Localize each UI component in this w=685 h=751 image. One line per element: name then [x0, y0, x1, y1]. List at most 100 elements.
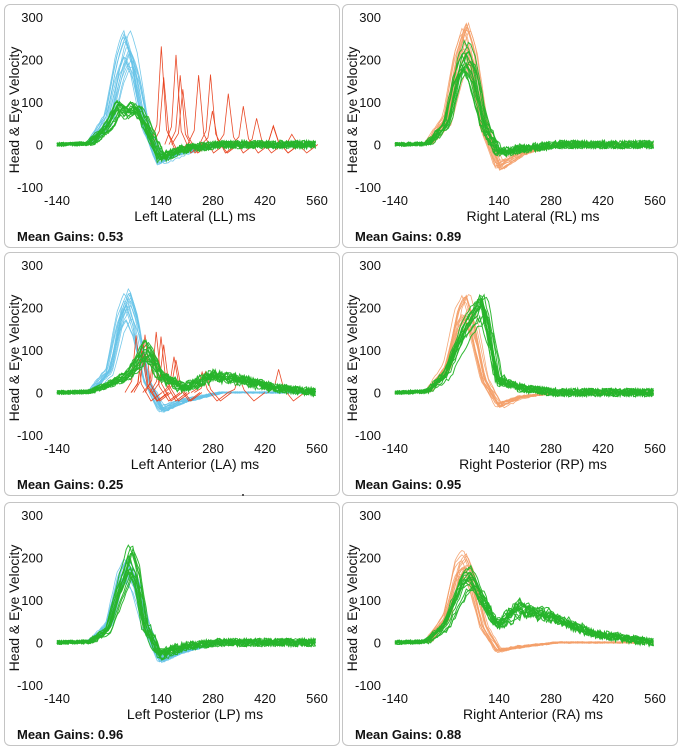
panel-rp: 300 200 100 0 -100 -140 140 280 420 560 Head & Eye… — [342, 252, 678, 496]
y-tick-label: 300 — [359, 258, 381, 273]
series-eye — [394, 293, 654, 399]
trace-eye — [394, 574, 654, 648]
y-tick-label: 300 — [21, 508, 43, 523]
y-tick-label: 300 — [359, 508, 381, 523]
x-tick-label: 140 — [488, 193, 510, 208]
panel-rl: 300 200 100 0 -100 -140 140 280 420 560 Head & Eye… — [342, 4, 678, 248]
series-head — [56, 287, 316, 413]
x-tick-label: 280 — [540, 441, 562, 456]
x-tick-label: 420 — [592, 193, 614, 208]
y-tick-label: 200 — [21, 551, 43, 566]
x-tick-label: 420 — [592, 441, 614, 456]
series-eye — [394, 39, 654, 158]
series-eye — [56, 99, 316, 164]
y-axis-label: Head & Eye Velocity — [6, 295, 22, 422]
trace-eye — [56, 100, 316, 162]
y-tick-label: 0 — [374, 386, 381, 401]
y-tick-label: 200 — [21, 301, 43, 316]
trace-head — [56, 307, 316, 410]
trace-covert-saccades — [162, 356, 201, 402]
trace-covert-saccades — [187, 75, 225, 154]
panel-lp: 300 200 100 0 -100 -140 140 280 420 560 Head & Eye… — [4, 502, 340, 746]
x-tick-label: 140 — [150, 441, 172, 456]
panel-ll: 300 200 100 0 -100 -140 140 280 420 560 Head & Eye… — [4, 4, 340, 248]
x-axis-label: Left Anterior (LA) ms — [131, 456, 259, 472]
x-tick-label: 560 — [644, 193, 666, 208]
trace-covert-saccades — [261, 124, 300, 154]
x-tick-label: 420 — [254, 441, 276, 456]
x-tick-label: 280 — [202, 441, 224, 456]
y-axis-label: Head & Eye Velocity — [6, 545, 22, 672]
x-axis-label: Left Lateral (LL) ms — [134, 208, 255, 224]
y-tick-label: 200 — [359, 53, 381, 68]
series-covert-saccades — [149, 46, 319, 154]
x-tick-label: 280 — [202, 193, 224, 208]
y-tick-label: -100 — [17, 428, 43, 443]
y-tick-label: 300 — [359, 10, 381, 25]
x-tick-label: 560 — [644, 691, 666, 706]
trace-covert-saccades — [149, 336, 188, 402]
y-tick-label: -100 — [17, 180, 43, 195]
trace-head — [56, 318, 316, 408]
trace-eye — [394, 566, 654, 645]
x-tick-label: 140 — [488, 691, 510, 706]
series-eye — [56, 544, 316, 661]
x-tick-label: 280 — [540, 691, 562, 706]
x-tick-label: 560 — [644, 441, 666, 456]
x-tick-label: 140 — [150, 691, 172, 706]
trace-covert-saccades — [216, 93, 255, 154]
chart-la: 300 200 100 0 -100-140 140 280 420 560 Head & Eye… — [6, 258, 328, 472]
trace-covert-saccades — [231, 106, 270, 154]
mean-gain-rl: Mean Gains: 0.89 — [355, 229, 462, 244]
series-eye — [56, 339, 316, 398]
y-tick-label: 0 — [374, 636, 381, 651]
x-axis-label: Right Lateral (RL) ms — [466, 208, 599, 224]
y-tick-label: 200 — [359, 551, 381, 566]
y-tick-label: 100 — [359, 343, 381, 358]
y-tick-label: -100 — [355, 180, 381, 195]
y-tick-label: 100 — [21, 343, 43, 358]
y-axis-label: Head & Eye Velocity — [344, 295, 360, 422]
x-tick-label: -140 — [382, 193, 408, 208]
mean-gain-lp: Mean Gains: 0.96 — [17, 727, 124, 742]
mean-gain-la: Mean Gains: 0.25 — [17, 477, 124, 492]
trace-eye — [56, 552, 316, 660]
x-tick-label: 420 — [254, 691, 276, 706]
y-tick-label: 0 — [36, 138, 43, 153]
chart-lp: 300 200 100 0 -100-140 140 280 420 560 Head & Eye… — [6, 508, 328, 722]
trace-eye — [56, 101, 316, 161]
trace-head — [56, 300, 316, 410]
x-tick-label: -140 — [44, 441, 70, 456]
series-head — [394, 550, 654, 653]
trace-head — [56, 305, 316, 410]
x-tick-label: -140 — [382, 691, 408, 706]
x-tick-label: 140 — [488, 441, 510, 456]
x-tick-label: -140 — [44, 691, 70, 706]
y-tick-label: -100 — [17, 678, 43, 693]
trace-eye — [394, 293, 654, 398]
stray-mark — [242, 494, 244, 496]
y-tick-label: 300 — [21, 258, 43, 273]
panel-la: 300 200 100 0 -100 -140 140 280 420 560 Head & Eye… — [4, 252, 340, 496]
trace-covert-saccades — [199, 74, 237, 154]
x-tick-label: 420 — [254, 193, 276, 208]
mean-gain-ll: Mean Gains: 0.53 — [17, 229, 124, 244]
y-tick-label: 0 — [374, 138, 381, 153]
trace-covert-saccades — [245, 118, 283, 154]
y-axis-label: Head & Eye Velocity — [344, 545, 360, 672]
y-tick-label: 200 — [359, 301, 381, 316]
chart-ll: 300 200 100 0 -100-140 140 280 420 560 Head & Eye… — [6, 10, 328, 224]
x-axis-label: Left Posterior (LP) ms — [127, 706, 263, 722]
y-axis-label: Head & Eye Velocity — [6, 47, 22, 174]
y-tick-label: 200 — [21, 53, 43, 68]
trace-covert-saccades — [131, 341, 169, 402]
trace-covert-saccades — [200, 110, 239, 154]
chart-rp: 300 200 100 0 -100-140 140 280 420 560 Head & Eye… — [344, 258, 666, 472]
trace-eye — [394, 60, 654, 155]
y-tick-label: 100 — [359, 593, 381, 608]
y-tick-label: 100 — [21, 593, 43, 608]
trace-covert-saccades — [124, 335, 163, 402]
x-tick-label: 560 — [306, 691, 328, 706]
x-tick-label: -140 — [382, 441, 408, 456]
mean-gain-ra: Mean Gains: 0.88 — [355, 727, 462, 742]
